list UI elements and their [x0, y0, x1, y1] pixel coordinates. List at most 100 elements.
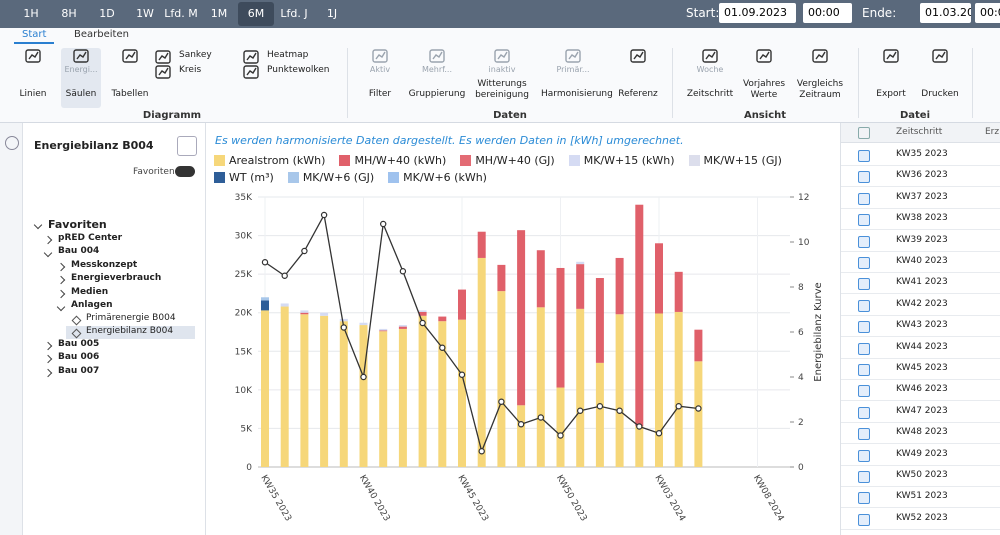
range-button[interactable]: Lfd. J	[280, 7, 308, 20]
start-time[interactable]: 00:00	[803, 3, 852, 23]
legend-item[interactable]: MK/W+15 (GJ)	[688, 154, 782, 167]
end-time[interactable]: 00:00	[975, 3, 1000, 23]
bar	[694, 361, 703, 467]
row-line	[841, 186, 1000, 188]
legend-item[interactable]: MK/W+6 (GJ)	[287, 171, 374, 184]
tree-item[interactable]: Messkonzept	[71, 260, 138, 270]
checkbox[interactable]	[858, 171, 870, 184]
ribbon-button[interactable]: Kreis	[179, 65, 202, 75]
ribbon-button[interactable]: Punktewolken	[267, 65, 330, 75]
checkbox[interactable]	[858, 406, 870, 419]
column-header[interactable]: Erz	[985, 127, 1000, 137]
line-point	[439, 344, 446, 351]
icon	[122, 49, 138, 63]
ribbon-button[interactable]: Sankey	[179, 50, 212, 60]
bar	[379, 328, 388, 331]
checkbox[interactable]	[858, 385, 870, 398]
tree-item[interactable]: Energieverbrauch	[71, 273, 162, 283]
start-date[interactable]: 01.09.2023	[719, 3, 796, 23]
x-tick-label: KW45 2023	[455, 474, 490, 524]
line-point	[577, 407, 584, 414]
checkbox[interactable]	[858, 235, 870, 248]
ribbon-button[interactable]: Export	[876, 89, 906, 99]
checkbox[interactable]	[858, 127, 870, 139]
tree-item[interactable]: Favoriten	[48, 218, 107, 231]
row-line	[841, 229, 1000, 231]
end-date[interactable]: 01.03.2024	[920, 3, 971, 23]
tree-item[interactable]: Bau 006	[58, 352, 100, 362]
checkbox[interactable]	[858, 471, 870, 483]
tree-item[interactable]: Bau 007	[58, 366, 100, 376]
bar	[300, 314, 309, 467]
line-point	[320, 211, 328, 219]
range-button[interactable]: 1W	[136, 7, 154, 20]
checkbox[interactable]	[858, 513, 870, 526]
ribbon-button[interactable]: Referenz	[618, 89, 658, 99]
icon-shape	[432, 51, 443, 60]
checkbox[interactable]	[858, 278, 870, 291]
bar	[359, 322, 368, 326]
tree-item[interactable]: Energiebilanz B004	[86, 326, 174, 336]
table-cell: KW37 2023	[896, 191, 948, 202]
legend-item[interactable]: MK/W+15 (kWh)	[568, 154, 675, 167]
tree-item[interactable]: Medien	[71, 287, 109, 297]
toggle[interactable]	[175, 166, 195, 177]
checkbox[interactable]	[858, 492, 870, 505]
range-button[interactable]: 8H	[61, 7, 77, 20]
checkbox[interactable]	[858, 150, 870, 162]
checkbox[interactable]	[858, 321, 870, 334]
tree-item[interactable]: Anlagen	[71, 300, 113, 310]
legend-item[interactable]: MK/W+6 (kWh)	[388, 171, 487, 184]
table-cell: KW52 2023	[896, 512, 948, 523]
tree-item[interactable]: pRED Center	[58, 233, 123, 243]
ribbon-button[interactable]: Zeitschritt	[686, 89, 734, 99]
ribbon-button[interactable]: Harmonisierung	[541, 89, 613, 99]
checkbox[interactable]	[858, 428, 870, 441]
legend-swatch	[214, 172, 225, 183]
legend-item[interactable]: Arealstrom (kWh)	[214, 154, 325, 167]
ribbon-tab[interactable]: Bearbeiten	[74, 29, 129, 40]
line-point	[695, 405, 702, 412]
checkbox[interactable]	[858, 342, 870, 355]
checkbox[interactable]	[858, 257, 870, 269]
legend-item[interactable]: MH/W+40 (GJ)	[460, 154, 555, 167]
ribbon-button[interactable]: Säulen	[65, 89, 97, 99]
range-button[interactable]: Lfd. M	[164, 7, 198, 20]
checkbox[interactable]	[858, 449, 870, 462]
icon-shape	[756, 49, 772, 63]
checkbox[interactable]	[858, 214, 870, 227]
range-button[interactable]: 6M	[238, 2, 274, 26]
ribbon-button[interactable]: Tabellen	[111, 89, 149, 99]
checkbox[interactable]	[858, 192, 870, 205]
ribbon-button[interactable]: Witterungs bereinigung	[475, 79, 529, 100]
line-point	[517, 421, 525, 428]
ribbon-button[interactable]: Filter	[368, 89, 392, 99]
row-line	[841, 379, 1000, 380]
checkbox[interactable]	[858, 299, 870, 312]
range-button[interactable]: 1J	[326, 7, 338, 20]
tree-item[interactable]: Bau 004	[58, 246, 100, 256]
table-cell: KW43 2023	[896, 320, 948, 331]
tree-item[interactable]: Bau 005	[58, 339, 100, 349]
checkbox[interactable]	[858, 364, 870, 376]
column-header[interactable]: Zeitschritt	[896, 127, 943, 137]
icon-shape	[122, 49, 138, 63]
icon-shape	[815, 51, 826, 60]
ribbon-button[interactable]: Linien	[19, 89, 47, 99]
ribbon-button[interactable]: Gruppierung	[408, 89, 466, 99]
range-button[interactable]: 1M	[210, 7, 228, 20]
legend-item[interactable]: WT (m³)	[214, 171, 274, 184]
ribbon-button[interactable]: Heatmap	[267, 50, 309, 60]
legend-item[interactable]: MH/W+40 (kWh)	[339, 154, 446, 167]
tree-item[interactable]: Primärenergie B004	[86, 313, 176, 323]
range-button[interactable]: 1D	[99, 7, 115, 20]
icon-shape	[812, 49, 828, 63]
x-tick-label: KW03 2024	[652, 474, 687, 524]
ribbon-button[interactable]: Vergleichs Zeitraum	[796, 79, 844, 100]
back-button[interactable]	[5, 136, 19, 150]
search-button[interactable]	[177, 136, 197, 156]
ribbon-tab[interactable]: Start	[14, 29, 55, 44]
ribbon-button[interactable]: Vorjahres Werte	[742, 79, 786, 100]
ribbon-button[interactable]: Drucken	[921, 89, 959, 99]
range-button[interactable]: 1H	[23, 7, 39, 20]
